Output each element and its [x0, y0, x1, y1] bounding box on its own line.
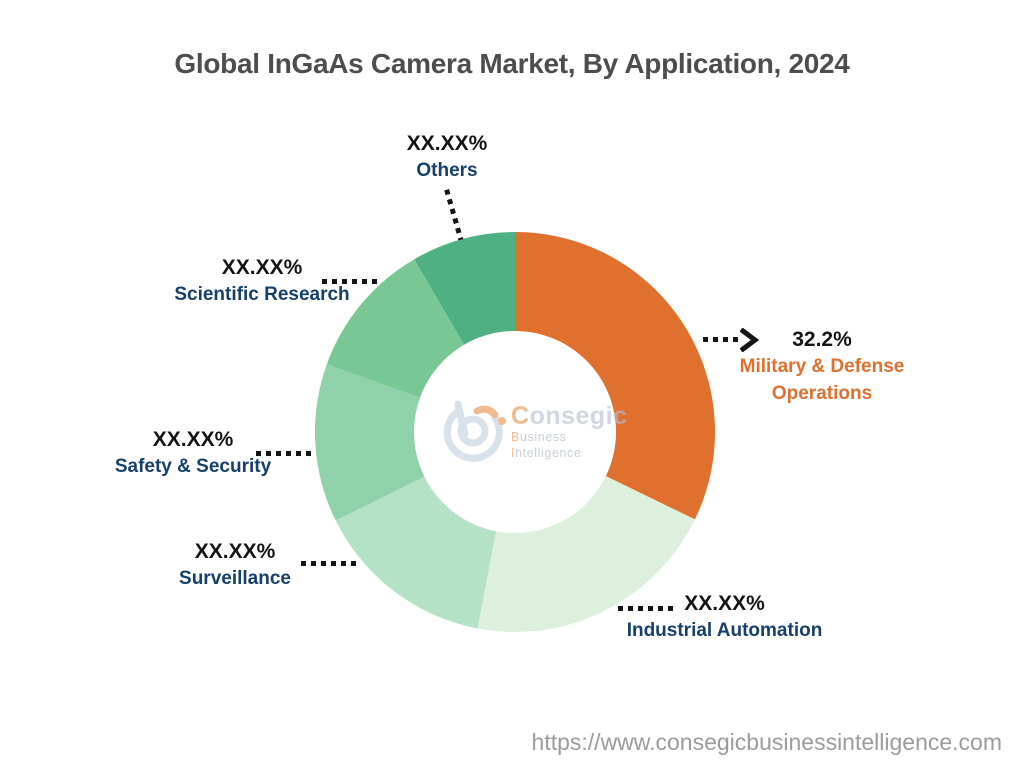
- consegic-tagline: Business Intelligence: [511, 429, 628, 461]
- label-surveillance-name: Surveillance: [179, 568, 291, 589]
- arrow-right-icon: [740, 328, 760, 352]
- brand-initial: C: [511, 402, 530, 430]
- tagline-b: B: [511, 430, 520, 444]
- label-safety-security: XX.XX% Safety & Security: [83, 426, 303, 480]
- label-scientific-research: XX.XX% Scientific Research: [152, 254, 372, 308]
- donut-segment-safety-security: [314, 364, 425, 521]
- label-scientific-research-name: Scientific Research: [174, 284, 350, 305]
- label-industrial-automation-value: XX.XX%: [684, 592, 765, 615]
- label-safety-security-name: Safety & Security: [114, 456, 272, 477]
- label-industrial-automation-name: Industrial Automation: [626, 620, 823, 641]
- callout-line-military-defense: [703, 337, 743, 342]
- label-surveillance-value: XX.XX%: [194, 540, 276, 563]
- label-military-defense: 32.2% Military & Defense Operations: [712, 326, 932, 407]
- donut-segment-surveillance: [335, 476, 497, 629]
- callout-line-industrial-automation: [618, 606, 675, 611]
- tagline-usiness: usiness: [519, 430, 567, 444]
- label-surveillance: XX.XX% Surveillance: [145, 538, 325, 592]
- callout-line-surveillance: [301, 561, 358, 566]
- label-others: XX.XX% Others: [377, 130, 517, 184]
- consegic-logo-text: Consegic Business Intelligence: [507, 403, 628, 461]
- label-safety-security-value: XX.XX%: [152, 428, 234, 451]
- tagline-i: I: [511, 446, 516, 460]
- consegic-logo: Consegic Business Intelligence: [443, 396, 628, 468]
- label-industrial-automation: XX.XX% Industrial Automation: [612, 590, 837, 644]
- donut-segment-industrial-automation: [477, 476, 695, 633]
- chart-title: Global InGaAs Camera Market, By Applicat…: [174, 48, 850, 79]
- callout-line-scientific-research: [322, 279, 379, 284]
- label-others-name: Others: [416, 160, 478, 181]
- tagline-ntelligence: ntelligence: [515, 446, 582, 460]
- donut-segment-military-defense-operations: [515, 232, 715, 520]
- label-others-value: XX.XX%: [406, 132, 488, 155]
- label-military-defense-name: Military & Defense Operations: [739, 356, 905, 404]
- brand-rest: onsegic: [529, 402, 628, 430]
- label-scientific-research-value: XX.XX%: [221, 256, 303, 279]
- label-military-defense-value: 32.2%: [792, 328, 852, 351]
- donut-segment-scientific-research: [326, 259, 465, 398]
- donut-segment-others: [414, 232, 515, 345]
- consegic-brand: Consegic: [511, 403, 628, 429]
- callout-line-safety-security: [256, 451, 313, 456]
- consegic-logo-icon: [443, 400, 506, 462]
- source-url-link[interactable]: https://www.consegicbusinessintelligence…: [531, 729, 1002, 755]
